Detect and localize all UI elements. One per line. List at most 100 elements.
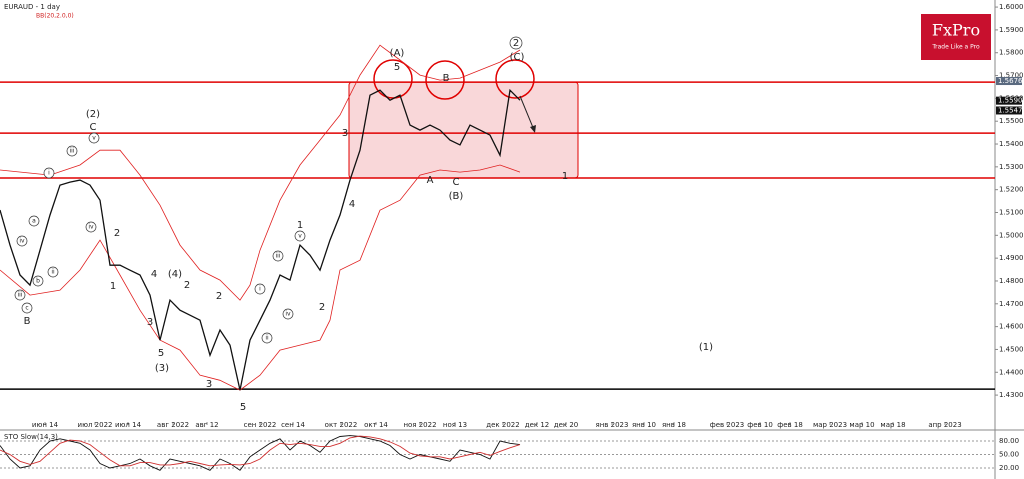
wave-circle: [272, 250, 284, 262]
y-tick-label: 1.4400: [999, 368, 1024, 376]
wave-label: 2: [184, 280, 190, 291]
highlight-circle: [495, 59, 535, 99]
wave-label: iv: [19, 238, 25, 245]
y-tick-label: 1.5200: [999, 186, 1024, 194]
logo-tagline: Trade Like a Pro: [931, 44, 980, 51]
y-tick-label: 1.4500: [999, 345, 1024, 353]
forecast-arrow: [519, 95, 535, 131]
wave-label: 5: [240, 402, 246, 413]
x-tick-label: янв 10: [632, 421, 656, 429]
wave-label: 5: [394, 62, 400, 73]
wave-label: b: [36, 278, 40, 285]
x-tick-label: мар 18: [880, 421, 905, 429]
x-tick-label: июн 14: [32, 421, 59, 429]
y-tick-label: 1.4300: [999, 391, 1024, 399]
wave-label: 4: [151, 269, 157, 280]
y-tick-label: 1.4900: [999, 254, 1024, 262]
oscillator-tick-label: 20.00: [999, 464, 1019, 472]
x-tick-label: сен 14: [281, 421, 305, 429]
wave-label: iii: [69, 148, 74, 155]
wave-circle: [261, 332, 273, 344]
wave-circle: [28, 215, 40, 227]
price-mark-label: 1.5547: [998, 106, 1023, 114]
wave-label: 1: [110, 281, 116, 292]
wave-label: 5: [158, 348, 164, 359]
wave-label: iv: [285, 311, 291, 318]
x-tick-label: окт 14: [364, 421, 388, 429]
y-tick-label: 1.5500: [999, 117, 1024, 125]
x-tick-label: апр 2023: [928, 421, 961, 429]
bollinger-band: [0, 164, 521, 391]
wave-label: (C): [510, 52, 525, 63]
y-tick-label: 1.5900: [999, 26, 1024, 34]
oscillator-tick-label: 50.00: [999, 451, 1019, 459]
x-tick-label: фев 10: [747, 421, 773, 429]
sideways-zone: [348, 81, 579, 179]
price-mark-box: [996, 96, 1022, 105]
x-tick-label: дек 12: [525, 421, 550, 429]
wave-circle: [16, 235, 28, 247]
wave-label: 2: [216, 291, 222, 302]
wave-circle: [66, 145, 78, 157]
oscillator-line: [0, 435, 521, 467]
wave-label: 1: [562, 171, 568, 182]
wave-label: (B): [449, 191, 464, 202]
highlight-circle: [425, 60, 465, 100]
x-tick-label: сен 2022: [244, 421, 277, 429]
x-tick-label: дек 20: [554, 421, 579, 429]
y-tick-label: 1.4800: [999, 277, 1024, 285]
y-tick-label: 1.5000: [999, 231, 1024, 239]
wave-label: a: [32, 218, 36, 225]
wave-circle: [254, 283, 266, 295]
arrow-head: [530, 125, 536, 133]
wave-label: B: [443, 73, 450, 84]
wave-label: A: [427, 175, 434, 186]
wave-circle: [21, 302, 33, 314]
symbol-title: EURAUD - 1 day: [4, 3, 60, 11]
wave-label: 2: [513, 38, 519, 49]
x-tick-label: фев 2023: [710, 421, 744, 429]
x-tick-label: июл 14: [115, 421, 142, 429]
wave-label: 4: [349, 199, 355, 210]
y-tick-label: 1.5100: [999, 209, 1024, 217]
wave-label: v: [92, 135, 96, 142]
x-tick-label: янв 2023: [596, 421, 629, 429]
wave-label: (2): [86, 109, 100, 120]
wave-label: 1: [297, 220, 303, 231]
oscillator-title: STO Slow(14,3): [4, 433, 58, 441]
wave-label: 2: [319, 302, 325, 313]
wave-circle: [294, 230, 306, 242]
wave-label: iv: [88, 224, 94, 231]
wave-circle: [88, 132, 100, 144]
x-tick-label: ноя 2022: [403, 421, 436, 429]
wave-label: v: [298, 233, 302, 240]
y-tick-label: 1.4700: [999, 300, 1024, 308]
y-tick-label: 1.4600: [999, 323, 1024, 331]
y-tick-label: 1.5300: [999, 163, 1024, 171]
price-mark-box: [996, 106, 1022, 115]
x-tick-label: янв 18: [662, 421, 686, 429]
wave-label: C: [90, 122, 97, 133]
wave-label: iii: [17, 292, 22, 299]
wave-circle: [32, 275, 44, 287]
price-mark-label: 1.5590: [998, 97, 1023, 105]
wave-label: 3: [342, 128, 348, 139]
wave-label: (A): [390, 48, 405, 59]
wave-label: i: [259, 286, 261, 293]
bollinger-band: [0, 44, 521, 301]
y-tick-label: 1.5800: [999, 49, 1024, 57]
x-tick-label: июл 2022: [78, 421, 113, 429]
wave-label: iii: [275, 253, 280, 260]
oscillator-line: [0, 435, 521, 471]
wave-circle: [509, 36, 523, 50]
x-tick-label: окт 2022: [325, 421, 358, 429]
indicator-label: BB(20,2.0,0): [36, 13, 74, 20]
wave-label: (3): [155, 363, 169, 374]
wave-label: c: [25, 305, 28, 312]
y-tick-label: 1.5700: [999, 72, 1024, 80]
x-tick-label: мар 2023: [813, 421, 847, 429]
x-tick-label: фев 18: [777, 421, 803, 429]
wave-label: 3: [147, 317, 153, 328]
